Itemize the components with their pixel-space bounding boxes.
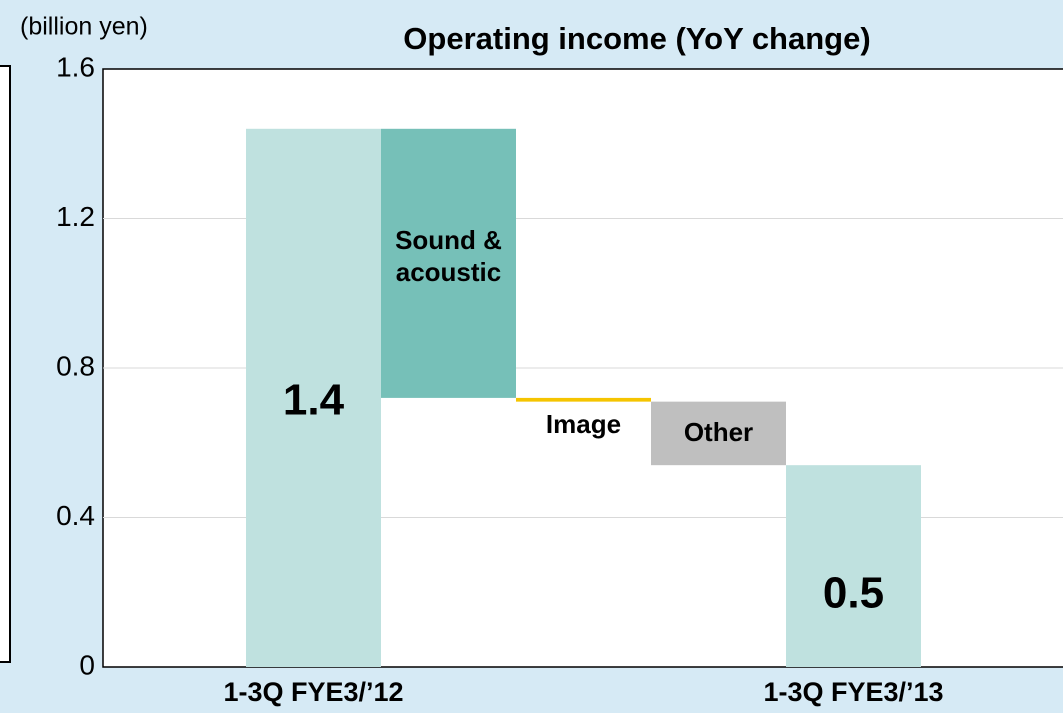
bar <box>786 465 921 667</box>
bar <box>651 401 786 466</box>
side-panel <box>0 65 11 663</box>
value-label: 1.4 <box>283 376 345 425</box>
value-label: 0.5 <box>823 569 884 618</box>
x-tick-label: 1-3Q FYE3/’12 <box>223 677 403 707</box>
segment-label: Sound & acoustic <box>395 224 502 288</box>
y-tick-label: 1.2 <box>56 201 95 232</box>
y-axis-label: (billion yen) <box>20 13 148 41</box>
chart-title: Operating income (YoY change) <box>403 21 870 56</box>
bar <box>381 128 516 398</box>
segment-label: Other <box>683 416 754 447</box>
y-tick-label: 0.8 <box>56 350 95 381</box>
y-tick-label: 1.6 <box>56 51 95 82</box>
x-tick-label: 1-3Q FYE3/’13 <box>763 677 943 707</box>
bar <box>246 128 381 668</box>
y-tick-label: 0 <box>79 649 95 680</box>
y-tick-label: 0.4 <box>56 500 95 531</box>
bar <box>516 397 651 402</box>
segment-label: Image <box>545 408 622 439</box>
